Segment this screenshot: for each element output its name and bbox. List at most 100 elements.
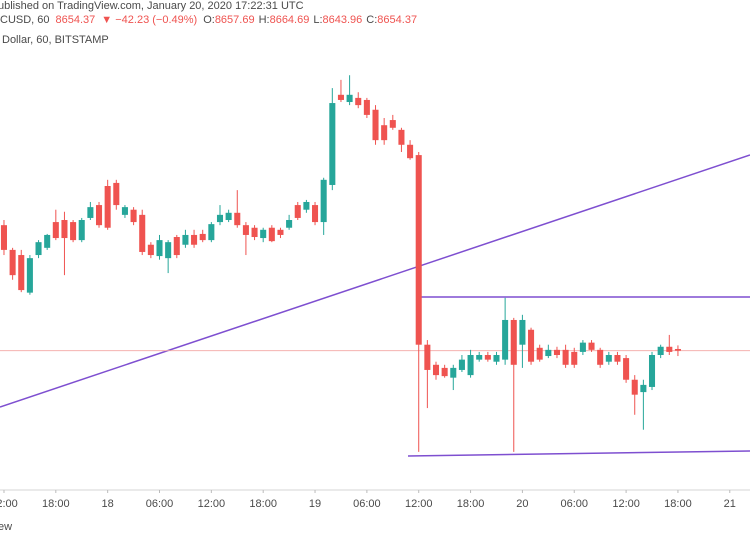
candle-body bbox=[156, 240, 163, 257]
candle-body bbox=[35, 242, 42, 256]
x-tick-label: 06:00 bbox=[353, 498, 381, 510]
candle-body bbox=[147, 244, 154, 256]
x-tick-label: 18:00 bbox=[249, 498, 277, 510]
candle-body bbox=[597, 349, 604, 365]
candle-body bbox=[242, 225, 249, 235]
candle-body bbox=[640, 384, 647, 393]
candle-body bbox=[476, 355, 483, 360]
candle-body bbox=[234, 212, 241, 226]
drawings bbox=[0, 154, 750, 457]
candle-body bbox=[605, 355, 612, 362]
candle-body bbox=[648, 355, 656, 387]
x-tick-label: 21 bbox=[724, 498, 736, 510]
candle-body bbox=[536, 347, 543, 360]
candle-body bbox=[26, 258, 33, 293]
candle-body bbox=[320, 179, 327, 223]
candle-body bbox=[70, 222, 77, 241]
support-line bbox=[407, 450, 750, 457]
x-tick-label: 19 bbox=[309, 498, 321, 510]
candle-body bbox=[61, 220, 68, 239]
candle-body bbox=[104, 186, 111, 228]
candle-body bbox=[303, 201, 310, 210]
close-label: C: bbox=[366, 14, 377, 26]
candle-body bbox=[588, 342, 595, 350]
candle-body bbox=[450, 367, 457, 378]
candle-body bbox=[502, 319, 509, 360]
candle-body bbox=[363, 99, 370, 115]
x-tick-label: 12:00 bbox=[0, 498, 18, 510]
candle-body bbox=[528, 329, 535, 362]
candle-body bbox=[78, 220, 85, 241]
last-price: 8654.37 bbox=[56, 14, 96, 26]
candle-body bbox=[398, 129, 405, 145]
candle-body bbox=[95, 205, 103, 226]
candle-body bbox=[113, 182, 120, 206]
candle-body bbox=[623, 358, 630, 380]
candle-body bbox=[562, 349, 569, 365]
candle-body bbox=[657, 346, 664, 356]
x-tick-label: 12:00 bbox=[198, 498, 226, 510]
candle-body bbox=[579, 342, 586, 352]
candle-body bbox=[614, 355, 621, 362]
x-tick-label: 20 bbox=[516, 498, 528, 510]
x-tick-label: 12:00 bbox=[405, 498, 433, 510]
candles bbox=[0, 75, 681, 452]
x-tick-label: 18:00 bbox=[42, 498, 70, 510]
candle-body bbox=[381, 125, 388, 141]
candle-body bbox=[251, 227, 258, 238]
candle-body bbox=[674, 348, 681, 351]
candle-body bbox=[268, 227, 275, 242]
x-tick-label: 12:00 bbox=[612, 498, 640, 510]
low-value: 8643.96 bbox=[323, 14, 363, 26]
x-tick-label: 18:00 bbox=[457, 498, 485, 510]
candle-body bbox=[458, 359, 465, 370]
close-value: 8654.37 bbox=[377, 14, 417, 26]
x-tick-label: 06:00 bbox=[560, 498, 588, 510]
candle-body bbox=[191, 234, 198, 245]
candle-body bbox=[389, 120, 396, 128]
candle-body bbox=[519, 319, 526, 345]
candle-body bbox=[441, 367, 448, 377]
candle-body bbox=[407, 144, 414, 159]
candle-body bbox=[87, 207, 94, 218]
high-value: 8664.69 bbox=[270, 14, 310, 26]
candle-body bbox=[329, 103, 336, 185]
candle-body bbox=[415, 155, 422, 345]
candle-body bbox=[44, 234, 51, 248]
symbol-line: CUSD, 60 8654.37 ▼ −42.23 (−0.49%) O:8657.6… bbox=[0, 14, 417, 26]
candle-body bbox=[493, 355, 500, 362]
x-tick-label: 18 bbox=[102, 498, 114, 510]
candle-body bbox=[208, 224, 215, 241]
x-tick-label: 06:00 bbox=[146, 498, 174, 510]
candle-body bbox=[355, 97, 362, 106]
candle-body bbox=[467, 355, 474, 376]
candle-body bbox=[121, 207, 128, 215]
published-note: ublished on TradingView.com, January 20,… bbox=[0, 0, 304, 12]
symbol: CUSD, 60 bbox=[0, 14, 50, 26]
candle-body bbox=[346, 94, 353, 103]
candle-body bbox=[182, 234, 189, 245]
high-label: H: bbox=[259, 14, 270, 26]
open-label: O: bbox=[203, 14, 215, 26]
candle-body bbox=[337, 94, 344, 100]
candle-body bbox=[424, 344, 431, 370]
candle-body bbox=[173, 237, 180, 256]
candle-body bbox=[225, 212, 232, 221]
candle-body bbox=[286, 220, 293, 228]
candle-body bbox=[139, 214, 146, 252]
candle-body bbox=[666, 346, 673, 352]
price-change: ▼ −42.23 (−0.49%) bbox=[101, 14, 197, 26]
candle-body bbox=[0, 225, 7, 250]
candle-body bbox=[631, 379, 638, 395]
candle-body bbox=[432, 364, 440, 376]
candle-body bbox=[130, 209, 137, 223]
candle-body bbox=[165, 242, 172, 259]
candle-body bbox=[510, 319, 517, 365]
candle-body bbox=[545, 349, 552, 357]
x-tick-label: 18:00 bbox=[664, 498, 692, 510]
footer-text: ew bbox=[0, 521, 12, 533]
description: Dollar, 60, BITSTAMP bbox=[2, 34, 109, 46]
candle-body bbox=[312, 205, 319, 223]
